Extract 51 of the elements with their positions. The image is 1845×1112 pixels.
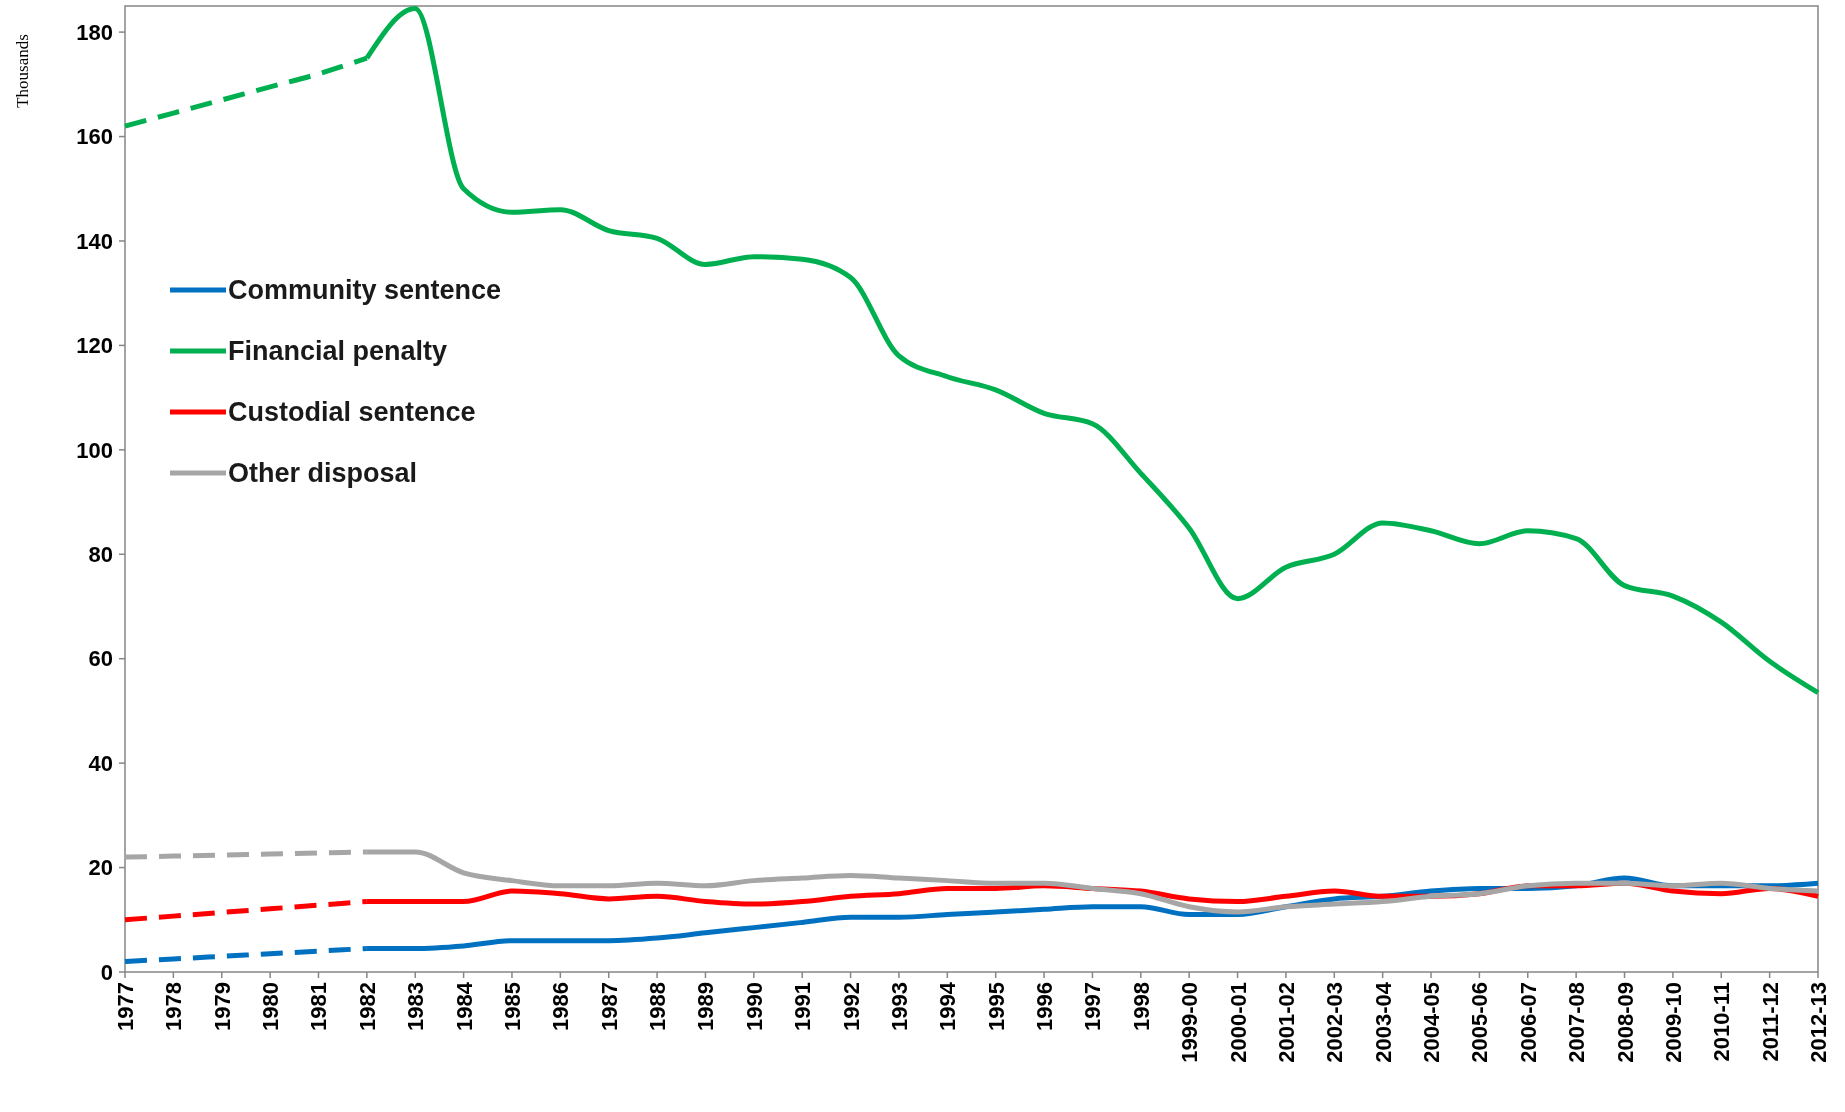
x-tick-label: 2010-11	[1709, 982, 1735, 1062]
x-tick-label: 2007-08	[1564, 982, 1590, 1063]
x-tick-label: 1985	[499, 982, 525, 1031]
x-tick-label: 2012-13	[1806, 982, 1831, 1063]
x-tick-label: 1979	[209, 982, 235, 1031]
legend-label: Financial penalty	[228, 336, 448, 367]
x-tick-label: 1978	[161, 982, 187, 1031]
x-tick-label: 1990	[741, 982, 767, 1031]
x-tick-label: 1997	[1080, 982, 1106, 1031]
legend-label: Other disposal	[228, 458, 418, 489]
y-tick-label: 0	[100, 959, 113, 985]
y-tick-label: 100	[76, 437, 113, 463]
x-tick-label: 2005-06	[1467, 982, 1493, 1063]
y-axis-title: Thousands	[13, 34, 32, 108]
x-tick-label: 2003-04	[1370, 981, 1396, 1063]
x-tick-label: 1993	[886, 982, 912, 1031]
x-tick-label: 1984	[451, 981, 477, 1031]
x-tick-label: 2009-10	[1660, 982, 1686, 1063]
x-tick-label: 1992	[838, 982, 864, 1031]
x-tick-label: 1996	[1032, 982, 1058, 1031]
x-tick-label: 1999-00	[1177, 982, 1203, 1063]
x-tick-label: 2008-09	[1612, 982, 1638, 1063]
x-tick-label: 1988	[645, 982, 671, 1031]
y-tick-label: 160	[76, 124, 113, 150]
x-tick-label: 1983	[403, 982, 429, 1031]
x-tick-label: 1977	[113, 982, 138, 1031]
x-tick-label: 2006-07	[1515, 982, 1541, 1063]
x-tick-label: 1998	[1128, 982, 1154, 1031]
x-tick-label: 1981	[306, 982, 332, 1031]
y-tick-label: 80	[88, 541, 113, 567]
x-tick-label: 1991	[790, 982, 816, 1031]
x-tick-label: 2002-03	[1322, 982, 1348, 1063]
legend-label: Community sentence	[228, 275, 502, 306]
y-tick-label: 180	[76, 19, 113, 45]
x-tick-label: 1980	[258, 982, 284, 1031]
y-tick-label: 40	[88, 750, 113, 776]
x-tick-label: 1995	[983, 982, 1009, 1031]
x-tick-label: 1989	[693, 982, 719, 1031]
x-tick-label: 2000-01	[1225, 982, 1251, 1063]
x-tick-label: 1987	[596, 982, 622, 1031]
x-tick-label: 2011-12	[1757, 982, 1783, 1062]
x-tick-label: 1994	[935, 981, 961, 1031]
x-tick-label: 2001-02	[1273, 982, 1299, 1063]
x-tick-label: 1982	[354, 982, 380, 1031]
y-tick-label: 120	[76, 333, 113, 359]
x-tick-label: 1986	[548, 982, 574, 1031]
y-tick-label: 20	[88, 855, 113, 881]
legend-label: Custodial sentence	[228, 397, 476, 428]
y-tick-label: 140	[76, 228, 113, 254]
x-tick-label: 2004-05	[1419, 982, 1445, 1063]
y-tick-label: 60	[88, 646, 113, 672]
